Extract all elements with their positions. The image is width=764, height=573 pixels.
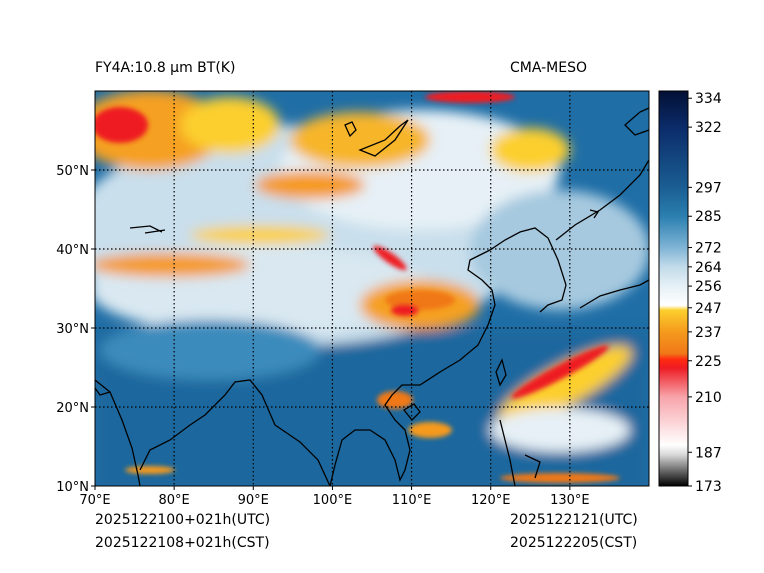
colorbar-scale: [658, 90, 689, 487]
valid-time-utc: 2025122121(UTC): [510, 512, 638, 528]
x-tick-label: 120°E: [471, 493, 511, 508]
y-tick-label: 50°N: [56, 164, 89, 179]
bt-field: [95, 91, 649, 486]
x-tick-label: 90°E: [238, 493, 269, 508]
colorbar-tick-label: 272: [695, 241, 722, 257]
coastlines: [95, 107, 649, 486]
y-tick-label: 40°N: [56, 243, 89, 258]
colorbar-tick-label: 322: [695, 120, 722, 136]
x-tick-label: 80°E: [159, 493, 190, 508]
y-tick-label: 10°N: [56, 480, 89, 495]
colorbar-tick-label: 256: [695, 279, 722, 295]
colorbar-tick-label: 334: [695, 91, 722, 107]
y-tick-label: 30°N: [56, 322, 89, 337]
plot-frame: [94, 90, 650, 487]
colorbar-tick-label: 264: [695, 260, 722, 276]
y-tick-label: 20°N: [56, 401, 89, 416]
gridlines: [95, 91, 649, 486]
x-tick-label: 100°E: [313, 493, 353, 508]
colorbar-tick-label: 285: [695, 209, 722, 225]
colorbar-tick-label: 210: [695, 390, 722, 406]
y-axis: 10°N 20°N 30°N 40°N 50°N: [56, 164, 95, 495]
x-axis: 70°E 80°E 90°E 100°E 110°E 120°E 130°E: [79, 486, 590, 508]
colorbar-tick-label: 173: [695, 479, 722, 495]
model-name: CMA-MESO: [510, 60, 588, 76]
colorbar-tick-label: 187: [695, 445, 722, 461]
colorbar-tick-label: 237: [695, 325, 722, 341]
x-tick-label: 130°E: [550, 493, 590, 508]
init-time-cst: 2025122108+021h(CST): [95, 535, 270, 551]
x-tick-label: 70°E: [79, 493, 110, 508]
valid-time-cst: 2025122205(CST): [510, 535, 638, 551]
colorbar: 173 187 210 225 237 247 256 264 272 285 297 322 334: [658, 90, 722, 495]
colorbar-tick-label: 225: [695, 354, 722, 370]
chart-title: FY4A:10.8 µm BT(K): [95, 60, 236, 76]
init-time-utc: 2025122100+021h(UTC): [95, 512, 271, 528]
colorbar-tick-label: 297: [695, 180, 722, 196]
colorbar-tick-label: 247: [695, 301, 722, 317]
x-tick-label: 110°E: [392, 493, 432, 508]
